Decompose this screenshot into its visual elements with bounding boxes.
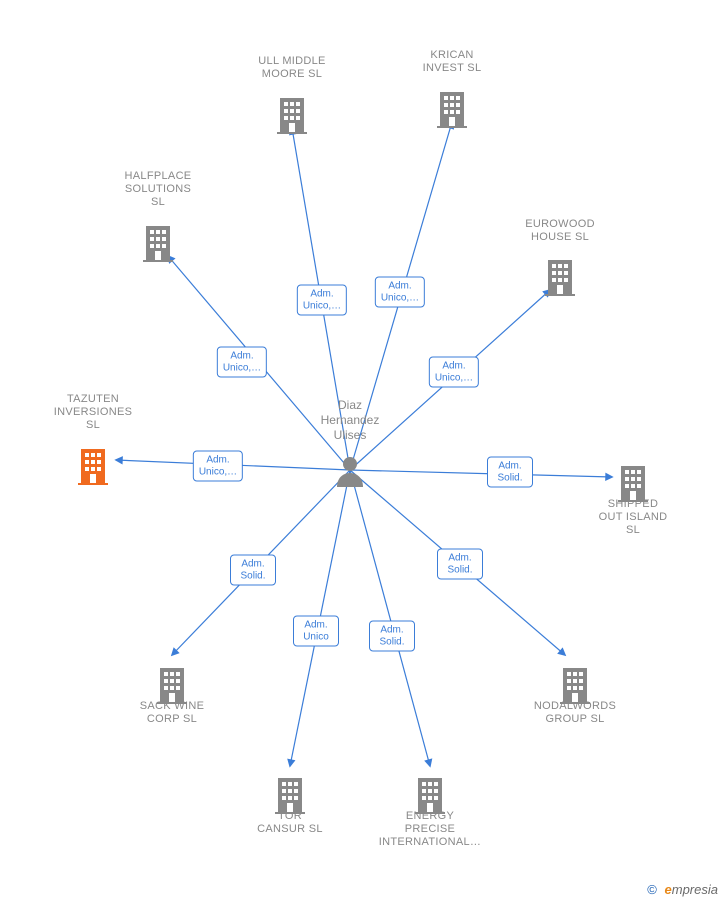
building-icon bbox=[413, 770, 447, 819]
building-icon bbox=[616, 458, 650, 507]
company-label: ULL MIDDLE MOORE SL bbox=[258, 55, 325, 81]
company-label: HALFPLACE SOLUTIONS SL bbox=[125, 170, 192, 210]
relation-label: Adm. Solid. bbox=[230, 555, 276, 586]
copyright-symbol: © bbox=[647, 882, 657, 897]
relation-label: Adm. Unico,… bbox=[297, 285, 347, 316]
brand-rest: mpresia bbox=[672, 882, 718, 897]
relation-label: Adm. Solid. bbox=[437, 549, 483, 580]
relation-label: Adm. Unico bbox=[293, 616, 339, 647]
relation-label: Adm. Unico,… bbox=[193, 451, 243, 482]
company-label: TAZUTEN INVERSIONES SL bbox=[54, 393, 133, 433]
relation-edge bbox=[350, 470, 612, 477]
relation-edge bbox=[350, 470, 430, 766]
relation-label: Adm. Solid. bbox=[487, 457, 533, 488]
company-label: KRICAN INVEST SL bbox=[423, 49, 482, 75]
building-icon bbox=[435, 84, 469, 133]
relation-label: Adm. Unico,… bbox=[429, 357, 479, 388]
company-node: KRICAN INVEST SL bbox=[423, 49, 482, 75]
company-node: EUROWOOD HOUSE SL bbox=[525, 218, 595, 244]
center-person-label: Diaz Hernandez Ulises bbox=[321, 398, 380, 443]
building-icon bbox=[76, 441, 110, 490]
company-node: HALFPLACE SOLUTIONS SL bbox=[125, 170, 192, 210]
company-node: ULL MIDDLE MOORE SL bbox=[258, 55, 325, 81]
diagram-canvas: Diaz Hernandez Ulises ULL MIDDLE MOORE S… bbox=[0, 0, 728, 905]
company-label: EUROWOOD HOUSE SL bbox=[525, 218, 595, 244]
building-icon bbox=[141, 218, 175, 267]
person-icon bbox=[335, 455, 365, 492]
company-node: TAZUTEN INVERSIONES SL bbox=[54, 393, 133, 433]
relation-label: Adm. Solid. bbox=[369, 621, 415, 652]
building-icon bbox=[275, 90, 309, 139]
relation-label: Adm. Unico,… bbox=[217, 347, 267, 378]
brand-accent: e bbox=[665, 882, 672, 897]
footer-credit: © empresia bbox=[647, 882, 718, 897]
relation-label: Adm. Unico,… bbox=[375, 277, 425, 308]
building-icon bbox=[558, 660, 592, 709]
building-icon bbox=[155, 660, 189, 709]
building-icon bbox=[543, 252, 577, 301]
building-icon bbox=[273, 770, 307, 819]
